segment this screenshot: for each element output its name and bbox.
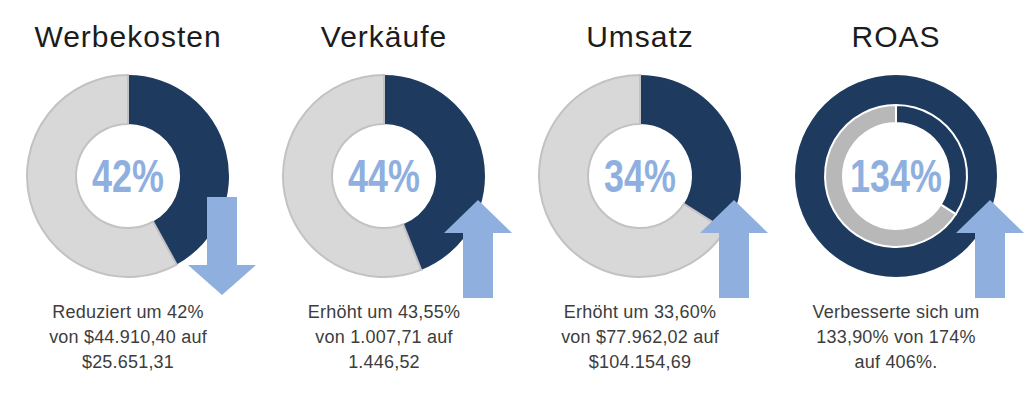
chart-caption: Erhöht um 43,55%von 1.007,71 auf1.446,52 (308, 300, 460, 375)
chart-title: Werbekosten (34, 20, 221, 54)
donut-chart: 42% (0, 54, 256, 300)
caption-line: auf 406%. (813, 350, 980, 375)
caption-line: Verbesserte sich um (813, 300, 980, 325)
donut-chart: 44% (256, 54, 512, 300)
donut-chart: 34% (512, 54, 768, 300)
chart-title: Umsatz (586, 20, 694, 54)
caption-line: 1.446,52 (308, 350, 460, 375)
caption-line: von $44.910,40 auf (49, 325, 207, 350)
chart-caption: Verbesserte sich um133,90% von 174%auf 4… (813, 300, 980, 375)
caption-line: $25.651,31 (49, 350, 207, 375)
percent-label: 34% (604, 151, 676, 202)
chart-caption: Reduziert um 42%von $44.910,40 auf$25.65… (49, 300, 207, 375)
chart-title: ROAS (851, 20, 940, 54)
caption-line: von 1.007,71 auf (308, 325, 460, 350)
percent-label: 42% (92, 151, 164, 202)
kpi-card-werbekosten: Werbekosten 42% Reduziert um 42%von $44.91… (0, 0, 256, 401)
kpi-card-roas: ROAS 134% Verbesserte sich um133,90% von 1… (768, 0, 1024, 401)
donut-chart: 134% (768, 54, 1024, 300)
chart-caption: Erhöht um 33,60%von $77.962,02 auf$104.1… (561, 300, 719, 375)
percent-label: 44% (348, 151, 420, 202)
caption-line: Erhöht um 43,55% (308, 300, 460, 325)
chart-title: Verkäufe (321, 20, 447, 54)
kpi-charts-row: Werbekosten 42% Reduziert um 42%von $44.91… (0, 0, 1024, 401)
caption-line: $104.154,69 (561, 350, 719, 375)
caption-line: 133,90% von 174% (813, 325, 980, 350)
caption-line: Reduziert um 42% (49, 300, 207, 325)
percent-label: 134% (850, 151, 942, 202)
kpi-card-verkaeufe: Verkäufe 44% Erhöht um 43,55%von 1.007,71 … (256, 0, 512, 401)
kpi-card-umsatz: Umsatz 34% Erhöht um 33,60%von $77.962,02 … (512, 0, 768, 401)
caption-line: von $77.962,02 auf (561, 325, 719, 350)
caption-line: Erhöht um 33,60% (561, 300, 719, 325)
